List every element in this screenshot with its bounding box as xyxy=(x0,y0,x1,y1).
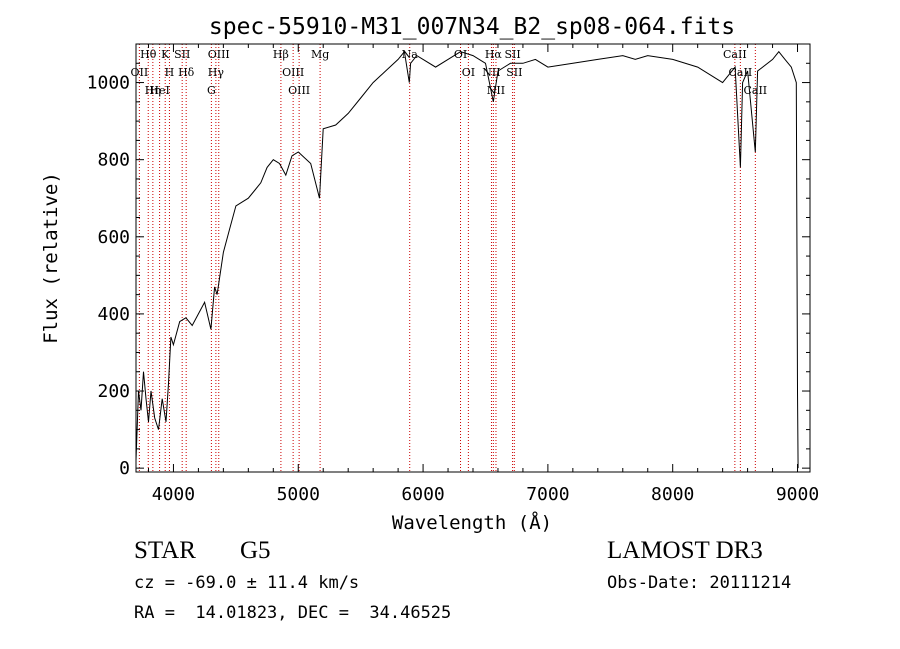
y-axis-label: Flux (relative) xyxy=(40,172,62,344)
line-label: OIII xyxy=(208,48,230,61)
x-tick-label: 4000 xyxy=(152,484,195,505)
x-tick-label: 6000 xyxy=(401,484,444,505)
redshift-velocity: cz = -69.0 ± 11.4 km/s xyxy=(134,573,360,593)
x-tick-label: 8000 xyxy=(651,484,694,505)
line-label: Na xyxy=(402,48,419,61)
plot-frame xyxy=(135,43,811,473)
x-tick-label: 5000 xyxy=(277,484,320,505)
y-tick-label: 0 xyxy=(119,458,130,479)
object-class: STAR xyxy=(134,537,196,564)
x-axis-ticks: 4000 5000 6000 7000 8000 9000 xyxy=(147,44,819,505)
line-label: G xyxy=(207,84,216,97)
line-label: OI xyxy=(454,48,467,61)
line-label: CaII xyxy=(729,66,753,79)
line-label: CaII xyxy=(723,48,747,61)
y-tick-label: 800 xyxy=(97,150,130,171)
y-tick-label: 600 xyxy=(97,227,130,248)
line-label: SII xyxy=(504,48,520,61)
y-tick-label: 200 xyxy=(97,381,130,402)
y-axis-ticks: 0 200 400 600 800 1000 xyxy=(87,62,810,479)
x-tick-label: 7000 xyxy=(526,484,569,505)
line-label: K xyxy=(161,48,170,61)
x-axis-label: Wavelength (Å) xyxy=(392,511,552,534)
line-label: SII xyxy=(506,66,522,79)
ra-dec-coordinates: RA = 14.01823, DEC = 34.46525 xyxy=(134,603,452,623)
line-label: SII xyxy=(174,48,190,61)
line-label: CaII xyxy=(743,84,767,97)
line-label: OI xyxy=(462,66,475,79)
line-label: Hδ xyxy=(178,66,195,79)
flux-series-line xyxy=(135,50,799,469)
line-label: HeI xyxy=(149,84,169,97)
line-label: Hθ xyxy=(140,48,157,61)
emission-line-markers xyxy=(138,44,756,472)
chart-title: spec-55910-M31_007N34_B2_sp08-064.fits xyxy=(209,14,735,40)
line-label: Hη xyxy=(145,84,161,97)
object-subclass: G5 xyxy=(240,537,271,564)
line-label: Mg xyxy=(311,48,329,61)
observation-date: Obs-Date: 20111214 xyxy=(607,573,792,593)
line-label: Hα xyxy=(485,48,503,61)
line-label: Hγ xyxy=(208,66,225,79)
x-tick-label: 9000 xyxy=(776,484,819,505)
line-label: Hβ xyxy=(273,48,289,61)
line-label: OIII xyxy=(282,66,304,79)
line-label: H xyxy=(165,66,175,79)
line-label: OIII xyxy=(288,84,310,97)
y-tick-label: 1000 xyxy=(87,73,130,94)
survey-name: LAMOST DR3 xyxy=(607,537,763,564)
y-tick-label: 400 xyxy=(97,304,130,325)
line-label: OII xyxy=(131,66,149,79)
